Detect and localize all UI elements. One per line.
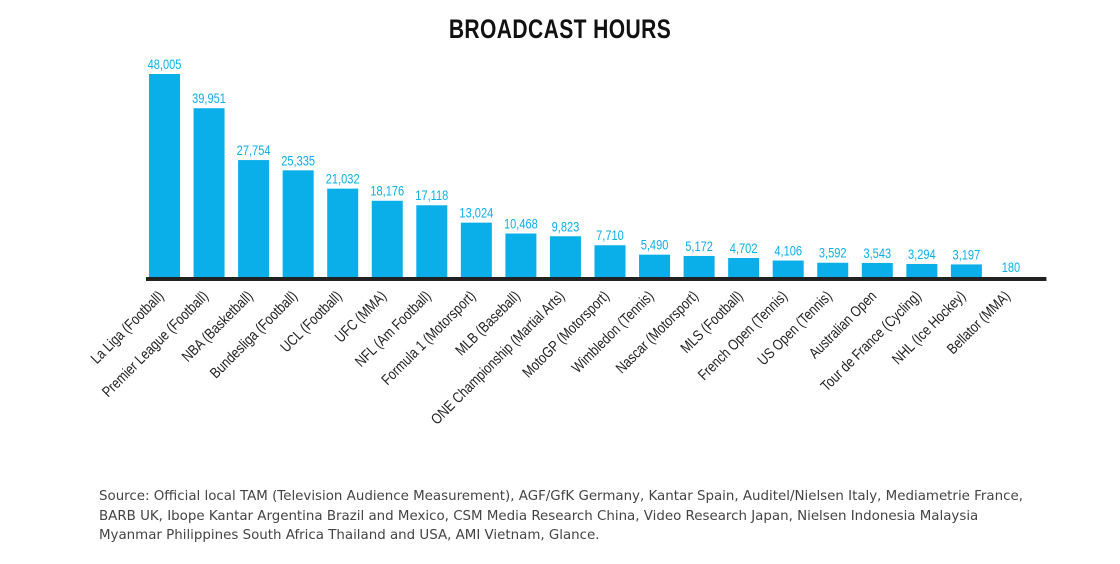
bar-18 bbox=[906, 264, 938, 278]
value-label-11: 7,710 bbox=[596, 228, 624, 243]
value-label-7: 17,118 bbox=[415, 188, 448, 203]
value-label-12: 5,490 bbox=[641, 238, 669, 253]
value-label-15: 4,106 bbox=[774, 244, 802, 259]
bar-6 bbox=[371, 200, 403, 278]
value-label-6: 18,176 bbox=[370, 184, 404, 199]
bar-3 bbox=[238, 160, 270, 278]
bar-15 bbox=[772, 260, 804, 278]
bar-11 bbox=[594, 245, 626, 278]
bar-7 bbox=[416, 205, 448, 278]
value-label-18: 3,294 bbox=[908, 247, 936, 262]
value-label-14: 4,702 bbox=[730, 241, 758, 256]
bar-10 bbox=[549, 236, 581, 278]
value-label-5: 21,032 bbox=[326, 172, 360, 187]
value-label-19: 3,197 bbox=[953, 247, 981, 262]
value-label-13: 5,172 bbox=[685, 239, 713, 254]
source-note: Source: Official local TAM (Television A… bbox=[99, 489, 1023, 543]
value-label-10: 9,823 bbox=[552, 219, 580, 234]
value-label-4: 25,335 bbox=[281, 153, 315, 168]
chart-title: BROADCAST HOURS bbox=[448, 14, 672, 44]
bar-16 bbox=[817, 262, 849, 278]
bar-13 bbox=[683, 256, 715, 278]
value-label-3: 27,754 bbox=[237, 143, 271, 158]
value-label-16: 3,592 bbox=[819, 246, 847, 261]
bar-2 bbox=[193, 108, 225, 278]
value-label-17: 3,543 bbox=[863, 246, 891, 261]
value-label-9: 10,468 bbox=[504, 216, 538, 231]
value-label-20: 180 bbox=[1002, 260, 1021, 275]
bar-8 bbox=[460, 222, 492, 278]
value-label-1: 48,005 bbox=[148, 57, 182, 72]
bar-4 bbox=[282, 170, 314, 278]
bar-14 bbox=[728, 258, 760, 278]
bar-19 bbox=[950, 264, 982, 278]
category-label-13: Nascar (Motorsport) bbox=[613, 288, 702, 377]
bar-1 bbox=[149, 74, 180, 278]
value-label-8: 13,024 bbox=[459, 206, 493, 221]
bar-12 bbox=[639, 254, 671, 278]
bar-5 bbox=[327, 188, 359, 278]
bar-17 bbox=[861, 262, 893, 278]
category-label-7: NFL (Am Football) bbox=[352, 288, 434, 370]
category-label-12: Wimbledon (Tennis) bbox=[568, 288, 656, 376]
value-label-2: 39,951 bbox=[192, 91, 226, 106]
bar-9 bbox=[505, 233, 537, 278]
